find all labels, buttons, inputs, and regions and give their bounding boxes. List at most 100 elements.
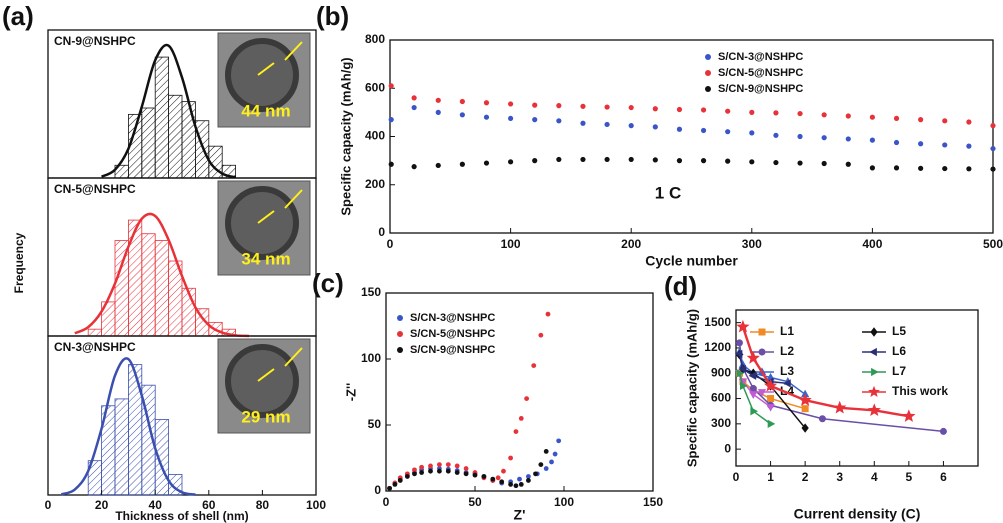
marker bbox=[871, 367, 879, 377]
marker bbox=[746, 351, 760, 364]
data-point bbox=[966, 119, 972, 125]
data-point bbox=[532, 102, 538, 108]
data-point bbox=[773, 159, 779, 166]
data-point bbox=[966, 143, 972, 149]
data-point bbox=[411, 95, 417, 101]
legend-marker bbox=[397, 331, 403, 337]
histogram-bar bbox=[114, 398, 129, 496]
pointer bbox=[257, 368, 275, 382]
x-tick-label: 0 bbox=[383, 495, 390, 509]
x-tick-label: 500 bbox=[983, 237, 1003, 251]
x-tick-label: 150 bbox=[643, 495, 663, 509]
y-tick-label: 1200 bbox=[704, 340, 731, 354]
data-point bbox=[628, 104, 634, 111]
marker bbox=[757, 389, 767, 397]
panel-title: CN-3@NSHPC bbox=[54, 340, 136, 354]
fit-curve bbox=[60, 357, 196, 496]
y-tick-label: 150 bbox=[361, 285, 381, 299]
data-point bbox=[869, 137, 876, 143]
x-tick-label: 40 bbox=[149, 498, 163, 512]
data-point bbox=[526, 474, 531, 479]
data-point bbox=[845, 161, 851, 167]
marker bbox=[870, 327, 878, 337]
data-point bbox=[508, 482, 513, 487]
y-tick-label: 600 bbox=[711, 391, 731, 405]
x-tick-label: 50 bbox=[468, 495, 482, 509]
marker bbox=[818, 415, 826, 423]
data-point bbox=[700, 158, 707, 164]
data-point bbox=[918, 141, 924, 147]
y-tick-label: 1500 bbox=[704, 315, 731, 329]
x-tick-label: 2 bbox=[802, 470, 809, 484]
histogram-bar bbox=[168, 94, 183, 179]
data-point bbox=[411, 164, 417, 170]
data-point bbox=[942, 165, 948, 172]
data-point bbox=[538, 462, 544, 467]
data-point bbox=[552, 451, 558, 457]
data-point bbox=[749, 159, 755, 165]
data-point bbox=[472, 472, 478, 478]
panel-title: CN-9@NSHPC bbox=[54, 34, 136, 48]
data-point bbox=[518, 416, 524, 421]
data-point bbox=[483, 100, 490, 106]
y-axis-label: Frequency bbox=[12, 232, 26, 293]
data-point bbox=[821, 112, 827, 118]
marker bbox=[833, 400, 847, 414]
marker bbox=[869, 347, 877, 357]
y-axis-label: Specific capacity (mAh/g) bbox=[684, 309, 699, 467]
x-tick-label: 3 bbox=[836, 470, 843, 484]
data-point bbox=[893, 139, 900, 146]
data-point bbox=[490, 476, 496, 482]
marker bbox=[783, 379, 791, 388]
y-tick-label: 0 bbox=[374, 483, 381, 497]
data-point bbox=[532, 117, 538, 123]
y-tick-label: 600 bbox=[365, 80, 385, 94]
data-point bbox=[518, 482, 524, 487]
x-axis-label: Thickness of shell (nm) bbox=[115, 509, 248, 523]
x-tick-label: 300 bbox=[742, 237, 762, 251]
data-point bbox=[797, 133, 803, 140]
legend-label: S/CN-9@NSHPC bbox=[718, 83, 803, 95]
legend-marker bbox=[705, 54, 711, 60]
data-point bbox=[437, 468, 442, 474]
data-point bbox=[508, 455, 513, 461]
data-point bbox=[459, 98, 465, 105]
x-axis-label: Cycle number bbox=[645, 253, 738, 269]
y-tick-label: 200 bbox=[365, 177, 385, 191]
marker bbox=[767, 395, 775, 403]
data-point bbox=[543, 449, 549, 454]
data-point bbox=[538, 332, 544, 338]
x-tick-label: 100 bbox=[306, 498, 326, 512]
data-point bbox=[893, 115, 900, 122]
y-tick-label: 50 bbox=[368, 417, 382, 431]
data-point bbox=[524, 396, 530, 401]
data-point bbox=[725, 158, 731, 164]
histogram-bar bbox=[141, 107, 156, 179]
data-point bbox=[532, 158, 538, 164]
marker bbox=[801, 423, 809, 433]
data-point bbox=[918, 165, 924, 171]
data-point bbox=[531, 363, 537, 368]
x-tick-label: 80 bbox=[256, 498, 270, 512]
data-point bbox=[495, 475, 501, 481]
series-line bbox=[738, 373, 772, 425]
data-point bbox=[604, 104, 610, 110]
data-point bbox=[411, 104, 417, 111]
data-point bbox=[428, 463, 433, 469]
data-point bbox=[725, 108, 731, 114]
data-point bbox=[445, 468, 451, 474]
data-point bbox=[454, 470, 460, 475]
data-point bbox=[821, 135, 827, 141]
data-point bbox=[419, 470, 424, 475]
data-point bbox=[580, 103, 586, 109]
data-point bbox=[404, 474, 410, 479]
data-point bbox=[869, 114, 876, 120]
data-point bbox=[652, 124, 658, 130]
data-point bbox=[797, 110, 803, 117]
legend-label: S/CN-5@NSHPC bbox=[718, 67, 803, 79]
data-point bbox=[893, 165, 900, 171]
data-point bbox=[604, 156, 610, 163]
data-point bbox=[545, 311, 551, 317]
legend-label: S/CN-9@NSHPC bbox=[410, 344, 495, 356]
